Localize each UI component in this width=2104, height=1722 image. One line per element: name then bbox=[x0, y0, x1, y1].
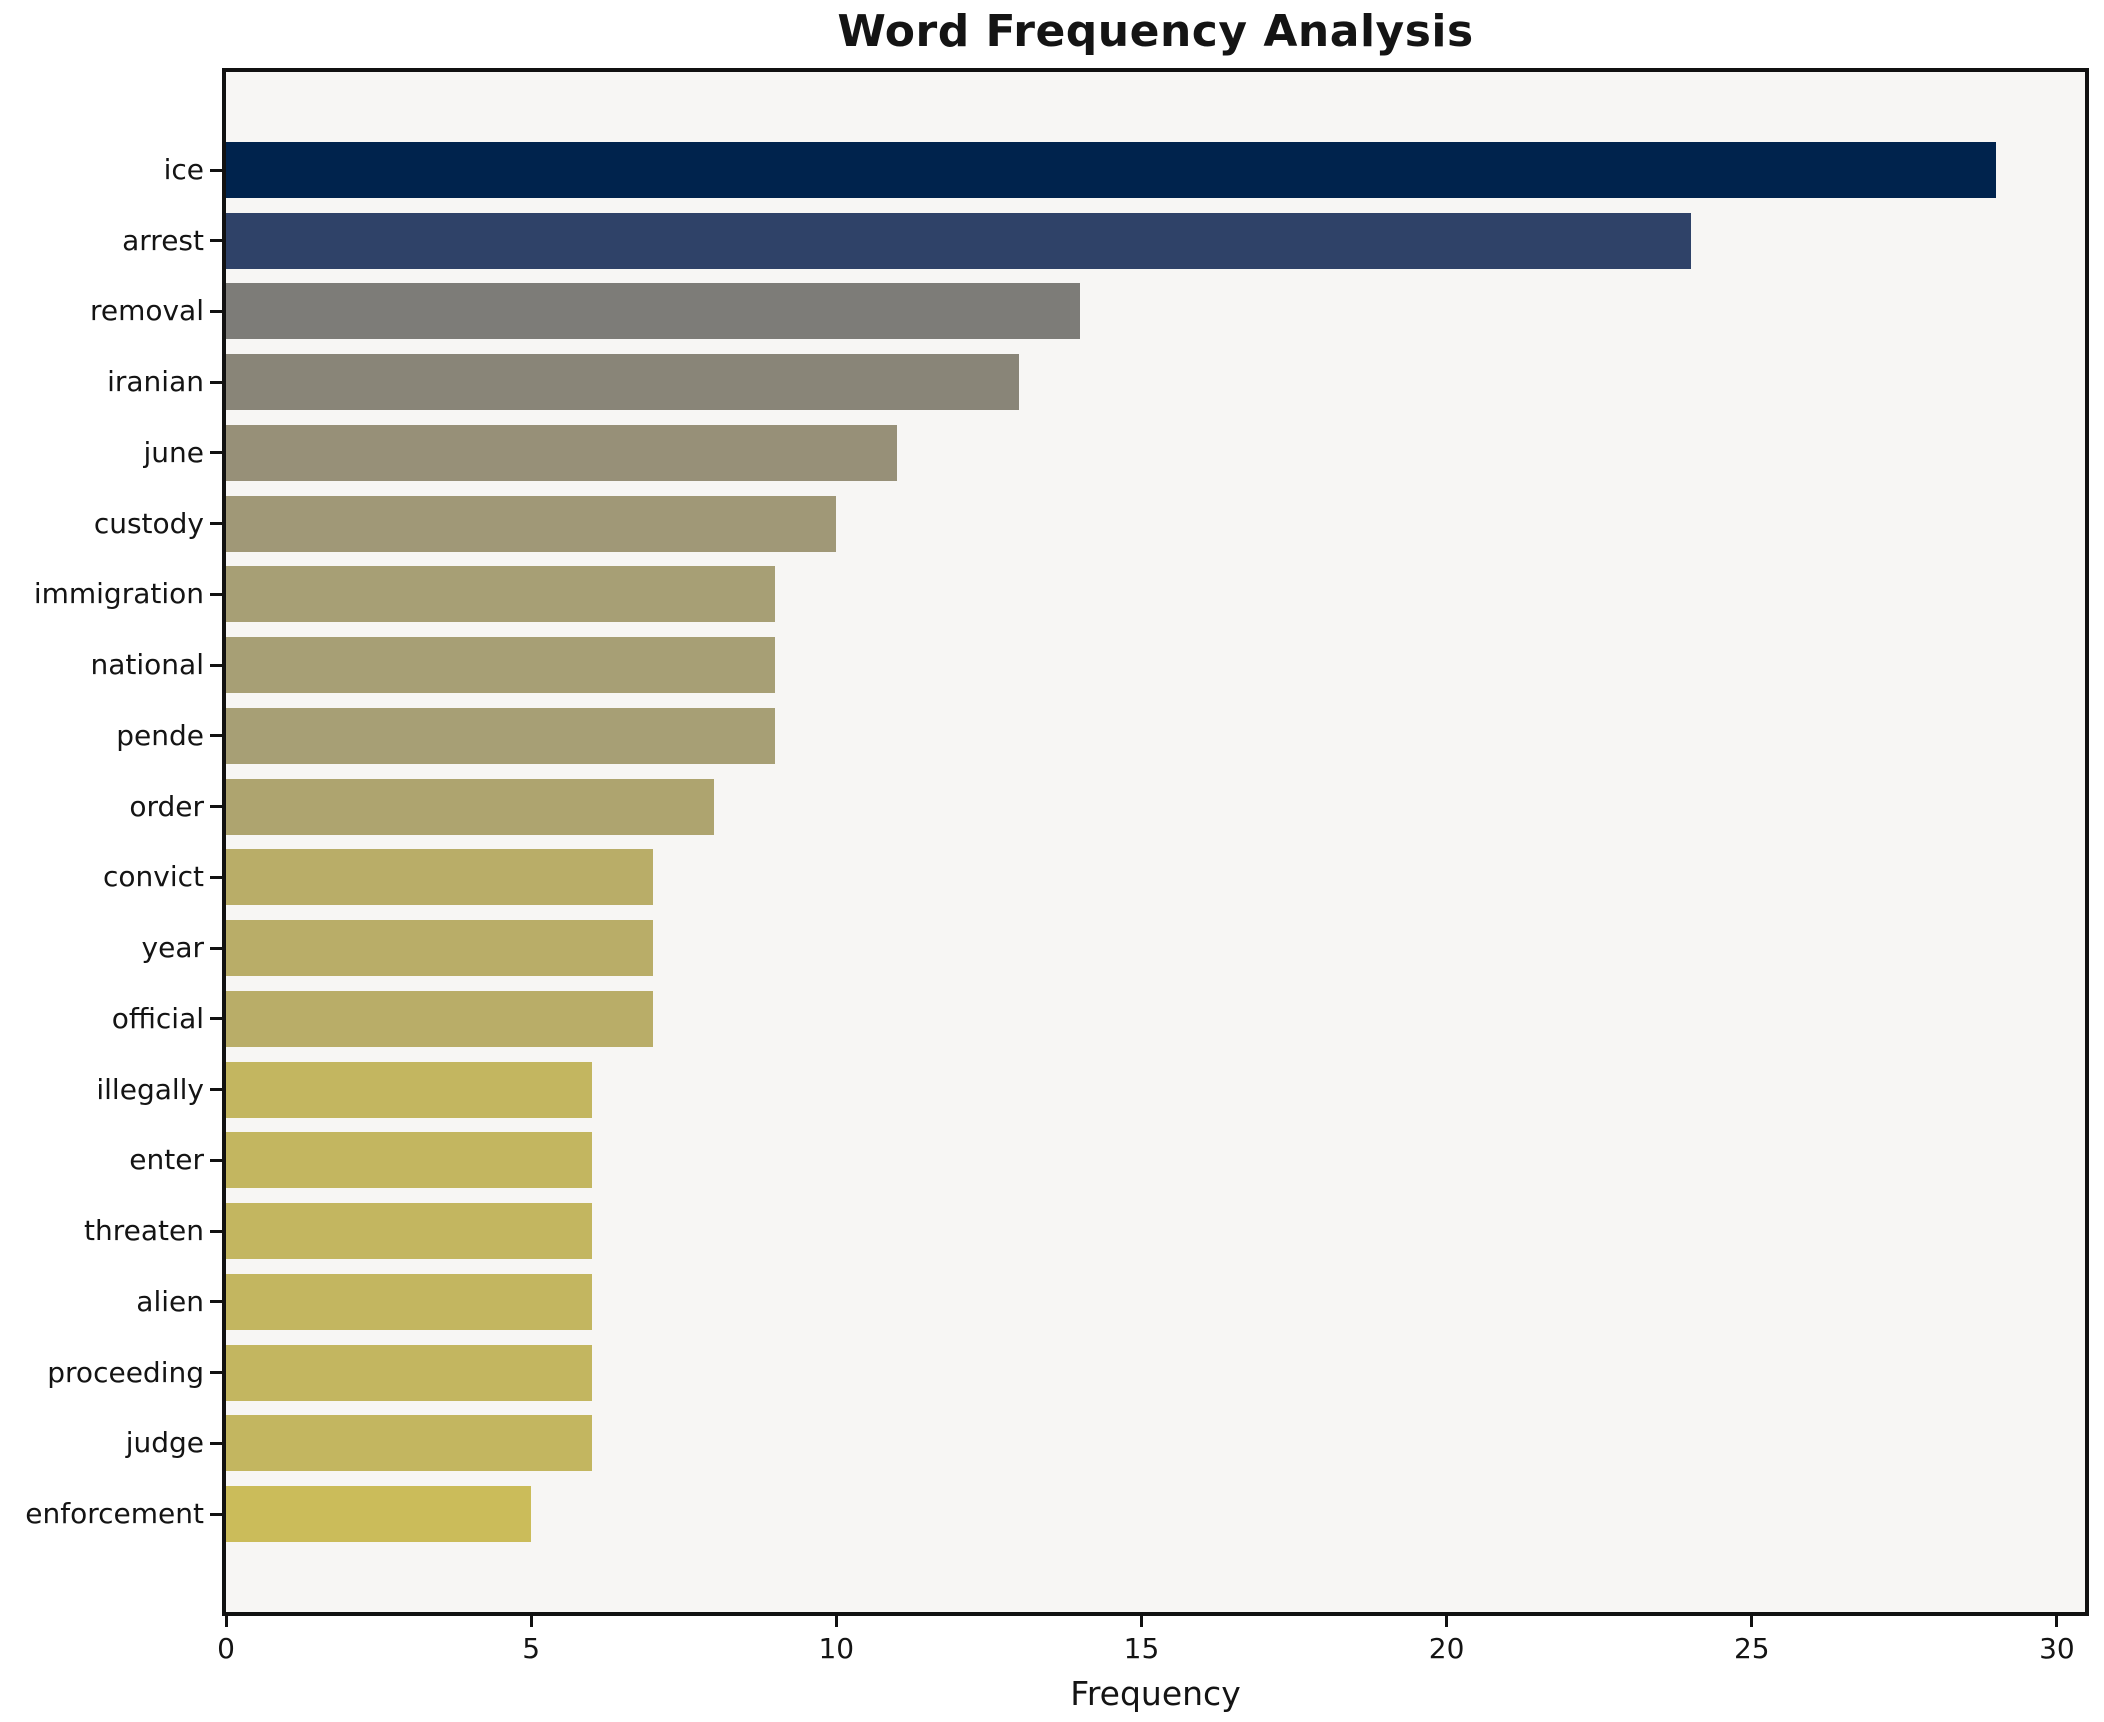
bar-illegally bbox=[226, 1061, 593, 1118]
y-tick-mark bbox=[210, 663, 222, 667]
bar-immigration bbox=[226, 566, 776, 623]
y-tick-mark bbox=[210, 805, 222, 809]
y-tick-label: immigration bbox=[33, 577, 204, 611]
y-tick-label: judge bbox=[125, 1426, 204, 1460]
y-tick-label: june bbox=[143, 435, 205, 469]
y-tick-mark bbox=[210, 239, 222, 243]
y-tick-mark bbox=[210, 1300, 222, 1304]
y-tick-label: order bbox=[129, 789, 204, 823]
y-tick-mark bbox=[210, 1088, 222, 1092]
x-tick-label: 25 bbox=[1733, 1632, 1770, 1665]
x-tick-mark bbox=[1750, 1616, 1754, 1627]
x-tick-label: 10 bbox=[818, 1632, 855, 1665]
y-tick-mark bbox=[210, 1512, 222, 1516]
y-tick-label: enforcement bbox=[25, 1497, 204, 1530]
y-tick-mark bbox=[210, 734, 222, 738]
x-tick-mark bbox=[834, 1616, 838, 1627]
y-tick-label: custody bbox=[93, 506, 204, 540]
bar-iranian bbox=[226, 354, 1020, 411]
y-tick-label: arrest bbox=[122, 223, 204, 257]
y-tick-mark bbox=[210, 875, 222, 879]
bar-removal bbox=[226, 283, 1081, 340]
y-tick-mark bbox=[210, 451, 222, 455]
y-tick-label: official bbox=[111, 1001, 204, 1035]
y-tick-mark bbox=[210, 168, 222, 172]
bar-order bbox=[226, 778, 715, 835]
x-tick-mark bbox=[2055, 1616, 2059, 1627]
bar-june bbox=[226, 424, 898, 481]
y-tick-label: convict bbox=[103, 860, 204, 894]
y-tick-mark bbox=[210, 1441, 222, 1445]
y-tick-label: iranian bbox=[107, 365, 204, 399]
y-tick-mark bbox=[210, 522, 222, 526]
bar-arrest bbox=[226, 212, 1691, 269]
bar-enforcement bbox=[226, 1486, 532, 1542]
y-tick-label: illegally bbox=[96, 1072, 204, 1106]
bar-proceeding bbox=[226, 1344, 593, 1401]
x-tick-mark bbox=[1445, 1616, 1449, 1627]
x-tick-label: 0 bbox=[217, 1632, 235, 1665]
y-tick-mark bbox=[210, 1371, 222, 1375]
x-axis-title: Frequency bbox=[1070, 1674, 1241, 1713]
bar-custody bbox=[226, 495, 837, 552]
y-tick-label: national bbox=[90, 648, 204, 682]
bar-alien bbox=[226, 1273, 593, 1330]
y-tick-label: year bbox=[141, 931, 204, 965]
y-tick-label: removal bbox=[89, 294, 204, 328]
x-tick-label: 20 bbox=[1428, 1632, 1465, 1665]
y-tick-mark bbox=[210, 1229, 222, 1233]
bar-ice bbox=[226, 142, 1996, 198]
y-tick-mark bbox=[210, 1017, 222, 1021]
y-tick-label: threaten bbox=[84, 1214, 204, 1248]
bar-pende bbox=[226, 707, 776, 764]
y-tick-mark bbox=[210, 380, 222, 384]
chart-title: Word Frequency Analysis bbox=[837, 6, 1474, 57]
bar-convict bbox=[226, 849, 654, 906]
bar-judge bbox=[226, 1415, 593, 1472]
x-tick-label: 5 bbox=[522, 1632, 541, 1665]
y-tick-mark bbox=[210, 309, 222, 313]
y-tick-label: pende bbox=[116, 718, 204, 752]
x-tick-label: 30 bbox=[2039, 1632, 2075, 1665]
bar-year bbox=[226, 920, 654, 977]
y-tick-label: enter bbox=[129, 1143, 204, 1177]
x-tick-mark bbox=[1139, 1616, 1143, 1627]
y-tick-mark bbox=[210, 1158, 222, 1162]
x-tick-label: 15 bbox=[1123, 1632, 1160, 1665]
y-tick-mark bbox=[210, 946, 222, 950]
x-tick-mark bbox=[224, 1616, 228, 1627]
bar-official bbox=[226, 990, 654, 1047]
x-tick-mark bbox=[529, 1616, 533, 1627]
y-tick-label: ice bbox=[163, 153, 204, 186]
y-tick-label: proceeding bbox=[47, 1355, 204, 1389]
y-tick-label: alien bbox=[136, 1284, 204, 1318]
bar-threaten bbox=[226, 1203, 593, 1260]
bar-enter bbox=[226, 1132, 593, 1189]
y-tick-mark bbox=[210, 592, 222, 596]
bar-national bbox=[226, 637, 776, 694]
